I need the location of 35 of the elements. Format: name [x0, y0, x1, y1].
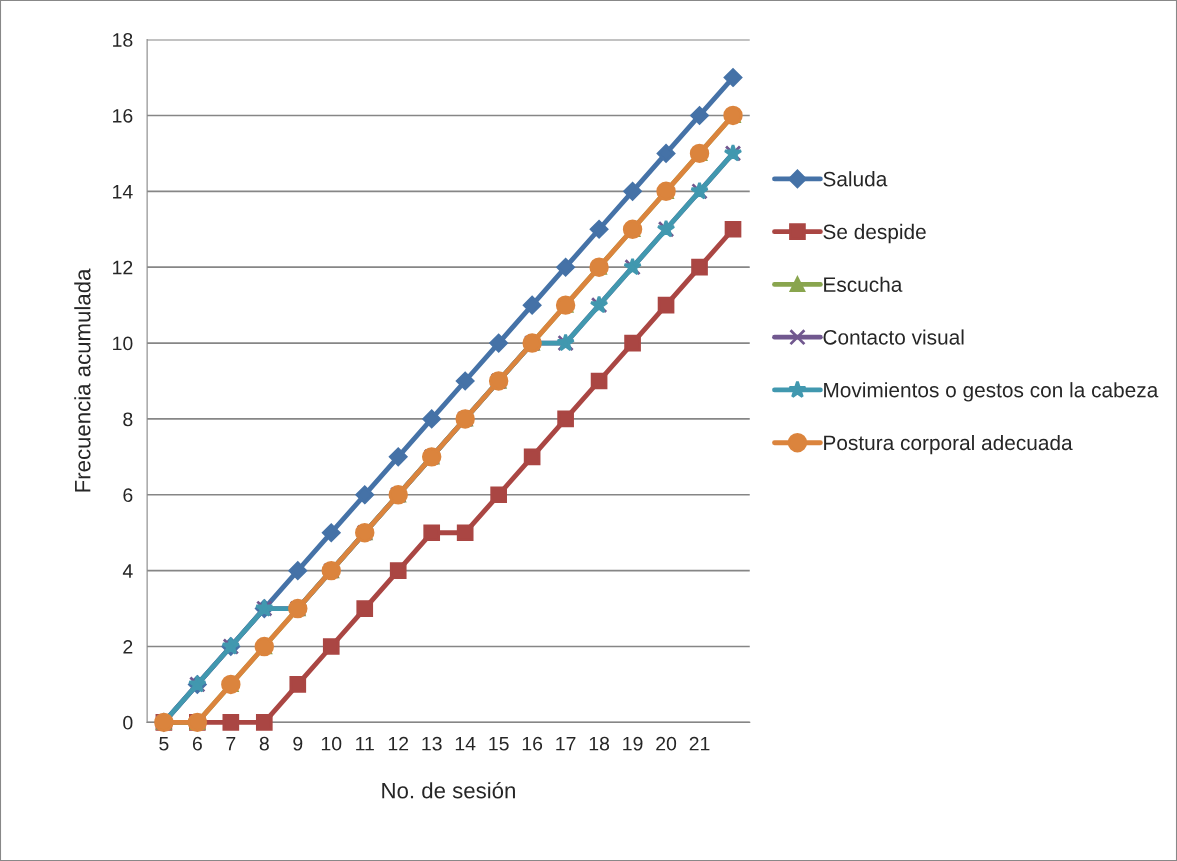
y-axis-title: Frecuencia acumulada: [74, 268, 91, 492]
x-tick-label: 17: [556, 736, 576, 751]
legend-label: Se despide: [823, 223, 926, 244]
legend-label: Saluda: [823, 171, 888, 187]
x-tick-label: 20: [656, 736, 677, 751]
legend-label: Contacto visual: [823, 329, 964, 345]
y-tick-label: 6: [123, 488, 133, 503]
legend-label: Postura corporal adecuada: [824, 434, 1073, 455]
x-tick-label: 5: [159, 736, 169, 751]
y-tick-label: 2: [123, 639, 133, 654]
y-tick-label: 14: [113, 185, 133, 199]
y-tick-label: 0: [123, 715, 133, 730]
y-tick-label: 4: [122, 564, 133, 578]
y-tick-label: 8: [123, 412, 133, 427]
x-tick-label: 12: [388, 736, 409, 751]
y-tick-label: 18: [113, 33, 133, 47]
x-tick-label: 15: [489, 736, 509, 751]
y-tick-label: 10: [113, 336, 133, 351]
legend-label: Escucha: [824, 276, 903, 292]
x-tick-label: 18: [589, 736, 610, 751]
x-tick-label: 11: [356, 736, 374, 751]
x-tick-label: 10: [321, 736, 342, 751]
x-tick-label: 9: [293, 736, 303, 751]
x-tick-label: 16: [522, 736, 543, 751]
x-tick-label: 14: [455, 736, 476, 751]
x-tick-label: 6: [192, 736, 202, 751]
x-tick-label: 8: [259, 736, 269, 751]
x-axis-title: No. de sesión: [382, 781, 515, 799]
x-tick-label: 13: [422, 736, 442, 751]
legend-label: Movimientos o gestos con la cabeza: [824, 382, 1159, 402]
x-tick-label: 21: [689, 736, 710, 751]
x-tick-label: 19: [623, 736, 643, 751]
x-tick-label: 7: [226, 736, 236, 751]
y-tick-label: 12: [113, 260, 133, 275]
y-tick-label: 16: [113, 108, 133, 123]
